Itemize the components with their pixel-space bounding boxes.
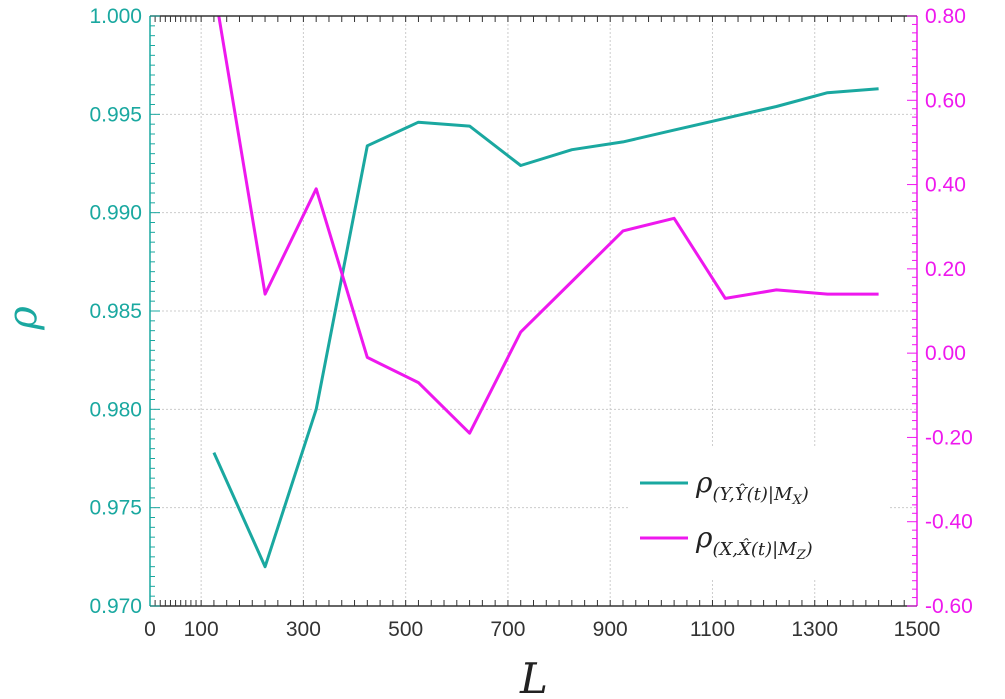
y-left-tick-label-5: 0.995 bbox=[89, 103, 142, 126]
tick-labels: 0 100 300 500 700 900 1100 1300 1500 0.970 0.975 0.… bbox=[89, 5, 972, 641]
series-line-1 bbox=[212, 87, 879, 569]
legend-label-series-1: ρ(Y,Ŷ(t)|MX) bbox=[695, 466, 809, 508]
y-right-tick-label-4: 0.20 bbox=[925, 258, 966, 281]
y-left-tick-label-2: 0.980 bbox=[89, 398, 142, 421]
x-axis-label: L bbox=[519, 654, 548, 699]
x-tick-label-6: 1100 bbox=[690, 618, 735, 641]
series-line-2 bbox=[217, 16, 879, 435]
y-right-tick-label-1: -0.40 bbox=[925, 511, 973, 534]
y-left-tick-label-1: 0.975 bbox=[89, 497, 142, 520]
x-tick-label-0: 0 bbox=[144, 618, 156, 641]
x-tick-label-5: 900 bbox=[593, 618, 628, 641]
y-left-tick-label-3: 0.985 bbox=[89, 300, 142, 323]
legend-box bbox=[628, 448, 890, 578]
y-right-tick-label-2: -0.20 bbox=[925, 426, 973, 449]
y-right-tick-label-0: -0.60 bbox=[925, 595, 973, 618]
legend: ρ(Y,Ŷ(t)|MX) ρ(X,X̂(t)|MZ) bbox=[628, 448, 890, 578]
x-tick-label-1: 100 bbox=[184, 618, 219, 641]
x-tick-label-2: 300 bbox=[286, 618, 321, 641]
y-right-tick-label-3: 0.00 bbox=[925, 342, 966, 365]
x-tick-label-3: 500 bbox=[388, 618, 423, 641]
legend-label-series-2: ρ(X,X̂(t)|MZ) bbox=[695, 521, 813, 563]
y-right-tick-label-6: 0.60 bbox=[925, 89, 966, 112]
y-right-tick-label-7: 0.80 bbox=[925, 5, 966, 28]
x-tick-label-4: 700 bbox=[490, 618, 525, 641]
y-left-tick-label-6: 1.000 bbox=[89, 5, 142, 28]
y-left-tick-label-0: 0.970 bbox=[89, 595, 142, 618]
series-lines bbox=[212, 16, 879, 569]
x-tick-label-7: 1300 bbox=[791, 618, 838, 641]
axes bbox=[149, 15, 918, 607]
y-right-tick-label-5: 0.40 bbox=[925, 174, 966, 197]
y-axis-left-label: ρ bbox=[0, 306, 46, 331]
y-left-tick-label-4: 0.990 bbox=[89, 202, 142, 225]
x-tick-label-8: 1500 bbox=[894, 618, 941, 641]
